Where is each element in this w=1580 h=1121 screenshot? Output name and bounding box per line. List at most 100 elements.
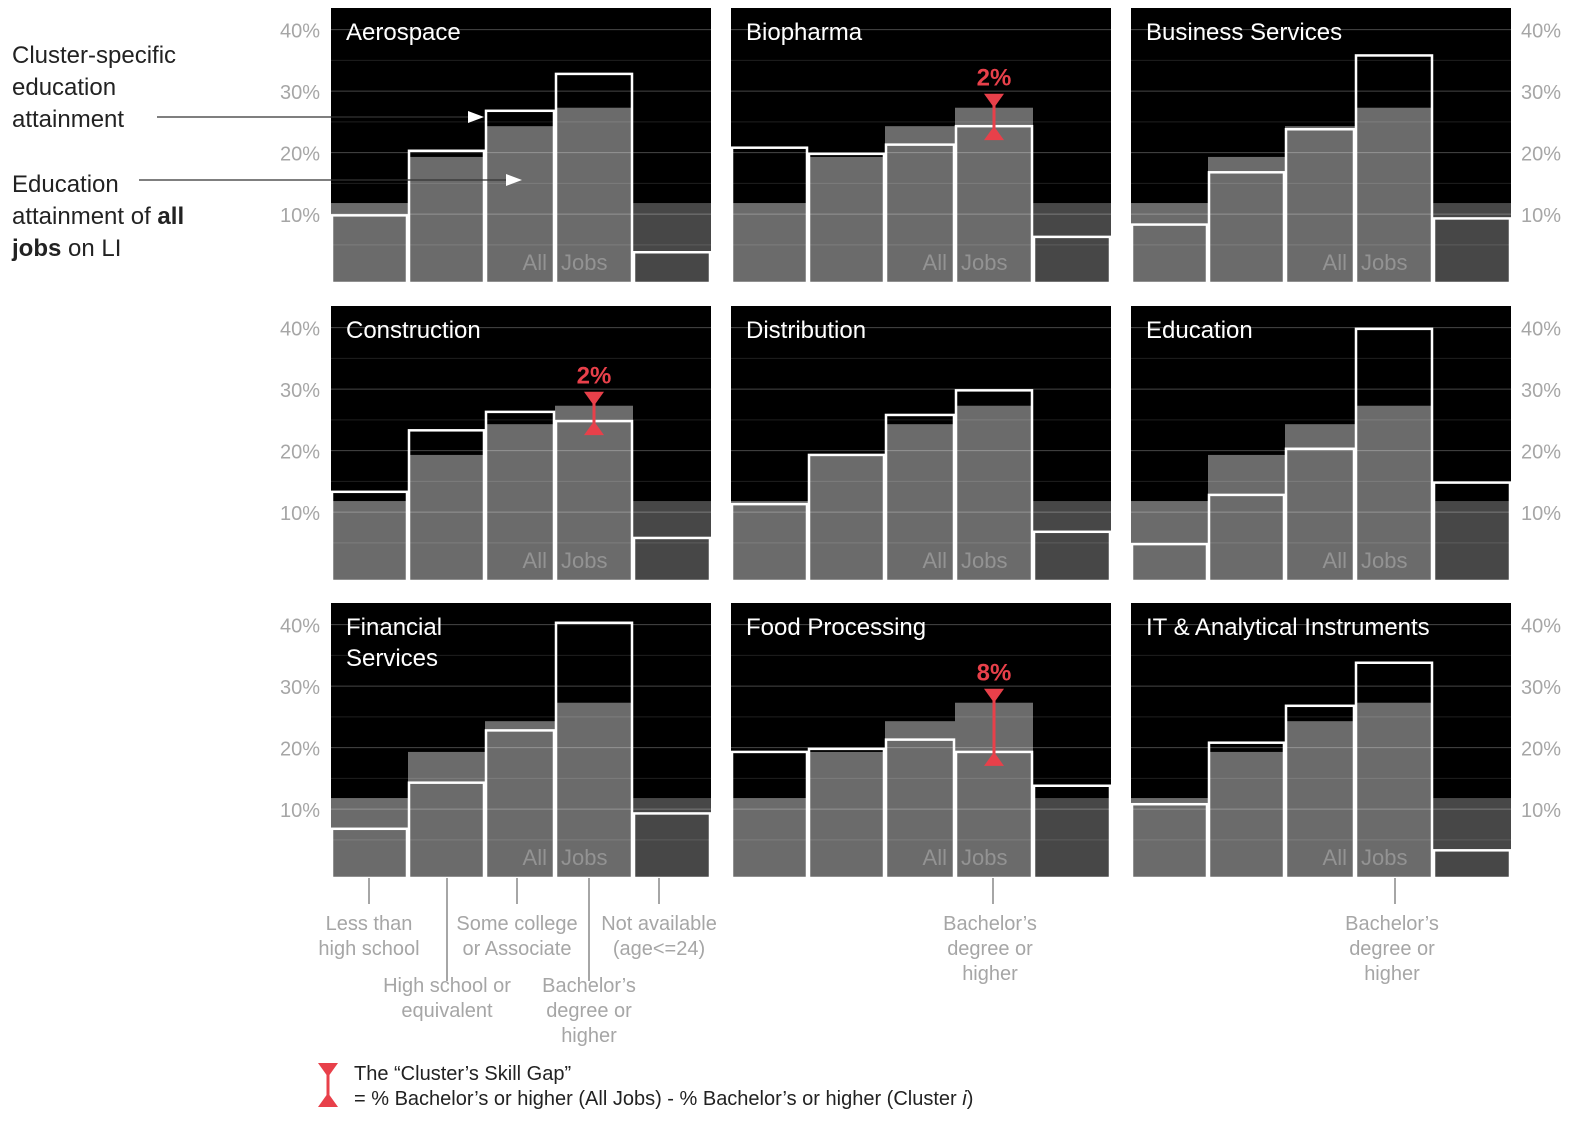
all-jobs-bar-1 (1131, 203, 1208, 283)
all-jobs-bar-3 (885, 424, 955, 581)
all-jobs-bar-5 (1033, 798, 1111, 878)
annotation-all-jobs: attainment of all (12, 203, 184, 230)
all-jobs-bar-1 (731, 203, 808, 283)
cluster-bar-3 (1284, 447, 1356, 583)
gap-marker-top (584, 391, 604, 406)
panel-6: All Jobs Education (1130, 306, 1512, 583)
all-jobs-bar-1 (1131, 798, 1208, 878)
all-jobs-bar-5 (633, 501, 711, 581)
y-tick-left: 30% (280, 82, 320, 104)
all-jobs-bar-3 (885, 126, 955, 283)
y-tick-right: 40% (1521, 319, 1561, 341)
y-tick-right: 20% (1521, 144, 1561, 166)
bachelor-label: Bachelor’s (943, 913, 1037, 935)
category-label: equivalent (401, 1000, 493, 1022)
category-label: high school (318, 938, 419, 960)
y-tick-left: 30% (280, 380, 320, 402)
all-jobs-bar-3 (1285, 424, 1355, 581)
cluster-bar-5 (632, 251, 712, 285)
panel-title: Services (346, 645, 438, 672)
bachelor-label: Bachelor’s (1345, 913, 1439, 935)
all-jobs-bar-4 (955, 405, 1033, 581)
all-jobs-bar-2 (1208, 454, 1285, 581)
cluster-bar-1 (1130, 223, 1209, 285)
gap-marker-bottom (584, 421, 604, 436)
all-jobs-watermark-2: Jobs (1361, 250, 1407, 275)
category-label: Less than (326, 913, 413, 935)
all-jobs-watermark-2: Jobs (561, 250, 607, 275)
cluster-bar-2 (1207, 741, 1286, 880)
gap-marker-top (984, 688, 1004, 703)
all-jobs-bar-1 (731, 798, 808, 878)
gap-label: 2% (977, 65, 1012, 92)
panel-title: Biopharma (746, 19, 863, 46)
all-jobs-bar-2 (1208, 156, 1285, 283)
category-label: higher (561, 1025, 617, 1047)
gap-label: 8% (977, 660, 1012, 687)
panel-5: All Jobs Distribution (730, 306, 1112, 583)
cluster-bar-5 (1032, 235, 1112, 285)
all-jobs-bar-2 (408, 454, 485, 581)
bachelor-label: degree or (947, 938, 1033, 960)
annotation-arrowhead-2 (506, 174, 522, 186)
cluster-bar-1 (330, 490, 409, 583)
all-jobs-watermark-2: Jobs (561, 548, 607, 573)
all-jobs-watermark-1: All (523, 845, 547, 870)
panel-3: All Jobs Business Services (1130, 8, 1512, 285)
category-label: High school or (383, 975, 511, 997)
panel-title: IT & Analytical Instruments (1146, 614, 1430, 641)
category-label: Some college (456, 913, 577, 935)
cluster-bar-2 (807, 453, 886, 583)
all-jobs-bar-2 (1208, 751, 1285, 878)
all-jobs-watermark-2: Jobs (561, 845, 607, 870)
cluster-bar-2 (1207, 493, 1286, 583)
legend-line-1: The “Cluster’s Skill Gap” (354, 1063, 571, 1085)
cluster-bar-3 (1284, 128, 1356, 285)
cluster-bar-5 (1032, 784, 1112, 880)
y-tick-left: 10% (280, 503, 320, 525)
panel-7: All Jobs Financial Services (330, 603, 712, 880)
panel-8: All Jobs Food Processing 8% (730, 603, 1112, 880)
gap-marker-bottom (984, 751, 1004, 766)
cluster-bar-2 (407, 149, 486, 285)
legend-line-2: = % Bachelor’s or higher (All Jobs) - % … (354, 1088, 973, 1110)
all-jobs-bar-2 (408, 751, 485, 878)
all-jobs-watermark-2: Jobs (961, 548, 1007, 573)
cluster-bar-2 (807, 152, 886, 285)
cluster-bar-4 (554, 72, 634, 285)
annotation-all-jobs: jobs on LI (11, 235, 121, 262)
y-tick-left: 30% (280, 677, 320, 699)
all-jobs-watermark-1: All (923, 845, 947, 870)
category-label: or Associate (463, 938, 572, 960)
cluster-bar-1 (730, 750, 809, 880)
all-jobs-bar-5 (1033, 501, 1111, 581)
y-tick-right: 30% (1521, 82, 1561, 104)
cluster-bar-3 (484, 109, 556, 285)
all-jobs-bar-1 (1131, 501, 1208, 581)
cluster-bar-2 (807, 747, 886, 880)
all-jobs-bar-5 (1433, 798, 1511, 878)
gap-marker-top (984, 93, 1004, 108)
cluster-bar-3 (484, 729, 556, 880)
all-jobs-bar-2 (808, 751, 885, 878)
panel-title: Education (1146, 317, 1253, 344)
y-tick-right: 20% (1521, 442, 1561, 464)
cluster-bar-3 (884, 413, 956, 583)
all-jobs-watermark-1: All (923, 250, 947, 275)
y-tick-right: 40% (1521, 616, 1561, 638)
annotation-cluster-specific: Cluster-specific (12, 42, 176, 69)
cluster-bar-1 (1130, 802, 1209, 880)
all-jobs-bar-2 (808, 156, 885, 283)
panel-title: Distribution (746, 317, 866, 344)
panel-9: All Jobs IT & Analytical Instruments (1130, 603, 1512, 880)
panel-title: Food Processing (746, 614, 926, 641)
cluster-bar-5 (632, 812, 712, 880)
all-jobs-bar-3 (485, 126, 555, 283)
y-tick-right: 10% (1521, 800, 1561, 822)
y-tick-right: 40% (1521, 21, 1561, 43)
y-tick-left: 20% (280, 144, 320, 166)
y-tick-right: 30% (1521, 380, 1561, 402)
all-jobs-bar-3 (485, 424, 555, 581)
all-jobs-watermark-1: All (1323, 845, 1347, 870)
all-jobs-bar-4 (1355, 702, 1433, 878)
